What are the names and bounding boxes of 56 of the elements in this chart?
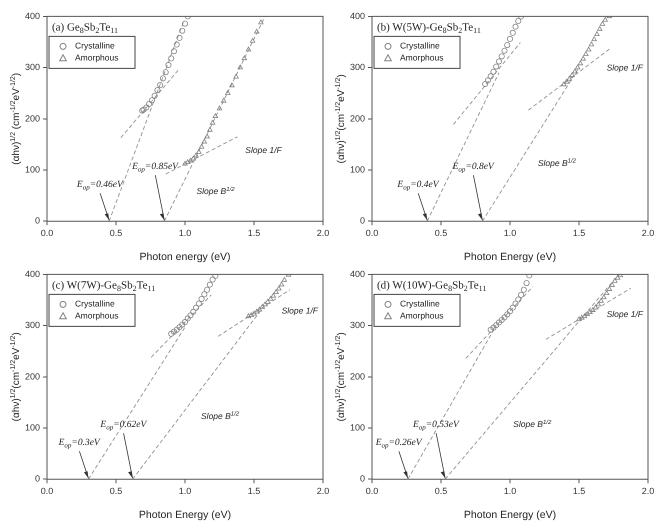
legend-label: Crystalline [75,298,115,309]
x-tick-label: 1.0 [178,228,192,238]
y-tick-label: 100 [350,164,366,174]
x-tick-label: 0.5 [434,228,448,238]
y-tick-label: 300 [350,62,366,72]
y-tick-label: 100 [24,422,40,432]
x-tick-label: 2.0 [642,486,654,496]
y-tick-label: 200 [350,113,366,124]
annotation: Slope 1/F [282,306,319,316]
y-tick-label: 400 [24,10,40,21]
x-axis-title: Photon energy (eV) [139,251,231,263]
annotation: Slope 1/F [606,62,644,72]
y-tick-label: 100 [350,422,366,432]
x-tick-label: 0.0 [40,486,54,496]
legend-label: Amorphous [400,310,444,321]
legend-label: Crystalline [400,298,440,309]
x-tick-label: 0.5 [110,486,122,496]
legend-label: Amorphous [400,52,444,63]
x-tick-label: 0.0 [366,486,378,496]
x-tick-label: 2.0 [642,228,654,238]
legend-label: Amorphous [75,310,118,321]
x-tick-label: 0.5 [110,228,122,238]
x-axis-title: Photon Energy (eV) [138,509,232,521]
x-tick-label: 0.0 [366,228,378,238]
legend-label: Amorphous [75,52,118,63]
y-tick-label: 400 [350,10,366,21]
y-tick-label: 0 [35,216,40,226]
x-tick-label: 1.0 [504,228,516,238]
y-tick-label: 200 [24,371,40,382]
y-tick-label: 400 [350,268,366,279]
y-tick-label: 300 [24,320,40,330]
y-tick-label: 0 [360,474,366,484]
annotation: Slope 1/F [606,308,644,319]
x-tick-label: 1.0 [504,486,516,496]
x-tick-label: 2.0 [316,228,330,238]
legend-label: Crystalline [75,40,115,51]
legend-label: Crystalline [400,40,440,51]
y-tick-label: 300 [24,62,40,72]
x-tick-label: 0.0 [40,228,54,238]
y-tick-label: 100 [24,164,40,174]
x-tick-label: 1.5 [572,486,586,496]
y-tick-label: 0 [360,216,366,226]
x-axis-title: Photon Energy (eV) [464,251,556,263]
x-tick-label: 0.5 [434,486,448,496]
x-tick-label: 1.5 [572,228,586,238]
y-tick-label: 200 [24,113,40,124]
y-tick-label: 200 [350,371,366,382]
y-tick-label: 300 [350,320,366,330]
annotation: Slope 1/F [245,144,282,155]
x-axis-title: Photon Energy (eV) [464,509,556,521]
y-tick-label: 400 [24,268,40,279]
x-tick-label: 2.0 [316,486,330,496]
y-tick-label: 0 [35,474,40,484]
x-tick-label: 1.5 [248,228,260,238]
x-tick-label: 1.5 [248,486,260,496]
x-tick-label: 1.0 [178,486,192,496]
